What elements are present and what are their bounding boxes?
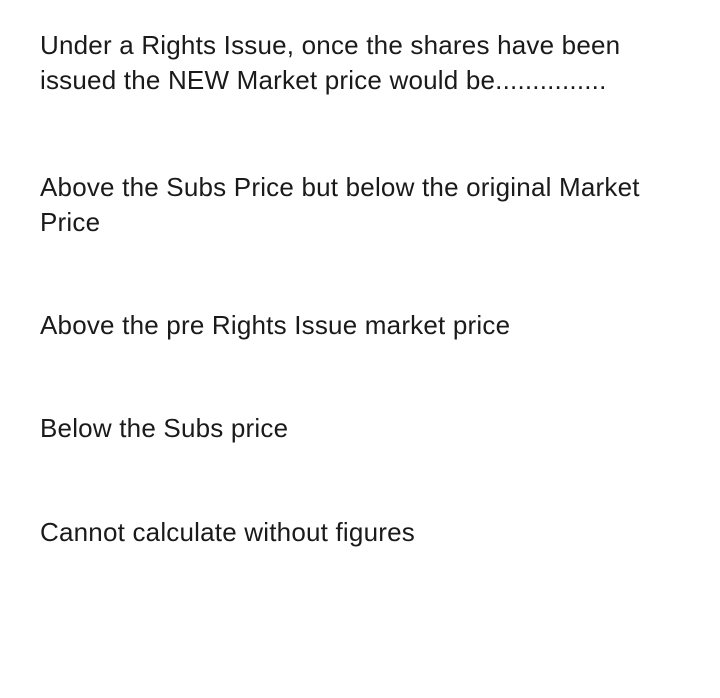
answer-option[interactable]: Above the pre Rights Issue market price (40, 308, 680, 343)
answer-option[interactable]: Cannot calculate without figures (40, 515, 680, 550)
answer-option[interactable]: Below the Subs price (40, 411, 680, 446)
answer-option[interactable]: Above the Subs Price but below the origi… (40, 170, 680, 240)
question-prompt: Under a Rights Issue, once the shares ha… (40, 28, 680, 98)
